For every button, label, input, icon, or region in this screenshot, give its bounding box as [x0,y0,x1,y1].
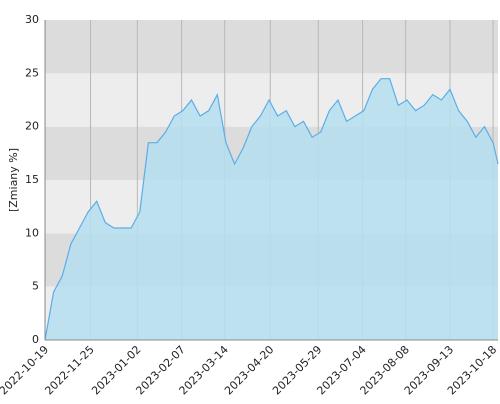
y-tick-label: 20 [25,120,39,133]
y-tick-label: 15 [25,173,39,186]
area [45,78,498,341]
y-tick-label: 10 [25,226,39,239]
band [45,20,498,74]
y-tick-label: 0 [32,333,39,346]
x-tick-label: 2022-11-25 [42,343,96,397]
line [44,78,499,341]
y-tick-label: 5 [32,280,39,293]
y-tick-label: 25 [25,66,39,79]
y-tick-label: 30 [25,13,39,26]
y-axis-label: [Zmiany %] [7,148,20,212]
x-tick-label: 2023-04-20 [222,343,276,397]
